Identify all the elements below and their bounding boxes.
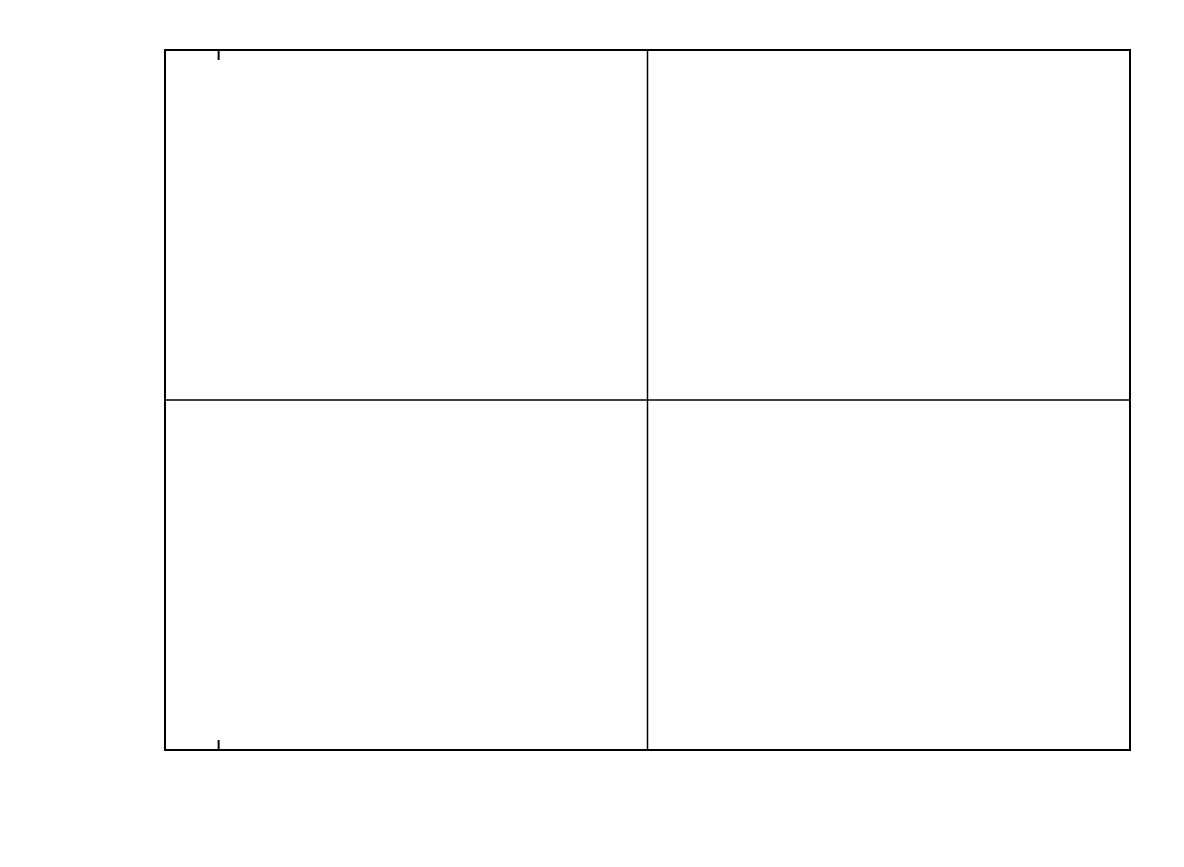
magnetization-chart: [0, 0, 1184, 867]
